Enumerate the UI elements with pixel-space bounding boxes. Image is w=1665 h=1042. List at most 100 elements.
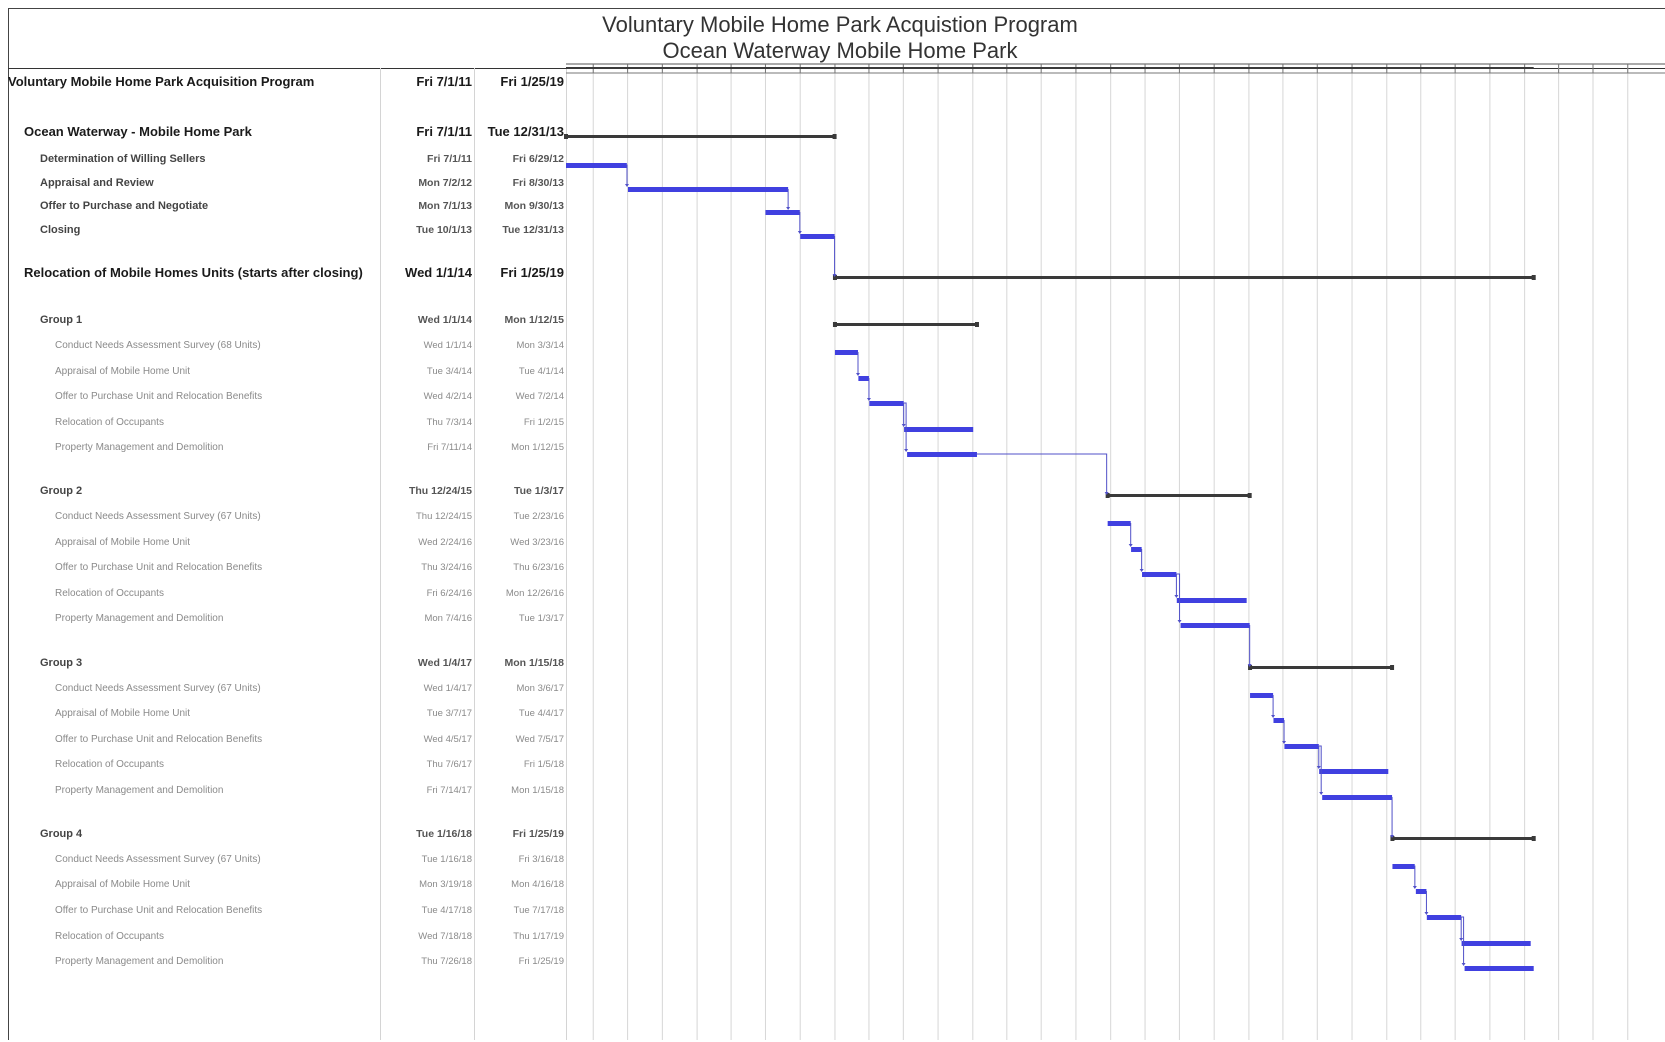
task-name: Group 3 (40, 657, 83, 669)
dependency-arrowhead (1174, 595, 1179, 598)
task-start: Tue 10/1/13 (416, 224, 472, 236)
task-finish: Fri 6/29/12 (512, 153, 564, 165)
summary-bar-end-cap (832, 134, 837, 139)
summary-bar-end-cap (1531, 836, 1536, 841)
task-start: Mon 7/2/12 (418, 177, 472, 189)
chart-subtitle: Ocean Waterway Mobile Home Park (662, 38, 1018, 63)
task-finish: Fri 1/25/19 (500, 265, 564, 280)
task-name: Group 1 (40, 314, 83, 326)
task-finish: Mon 1/15/18 (511, 785, 564, 796)
task-bar (1131, 547, 1142, 552)
task-name: Relocation of Occupants (55, 417, 164, 428)
task-name: Ocean Waterway - Mobile Home Park (24, 124, 252, 139)
task-start: Tue 1/16/18 (421, 854, 472, 865)
task-name: Offer to Purchase Unit and Relocation Be… (55, 734, 263, 745)
task-bar (627, 187, 789, 192)
task-name: Offer to Purchase Unit and Relocation Be… (55, 562, 263, 573)
dependency-arrowhead (1128, 544, 1133, 547)
task-name: Conduct Needs Assessment Survey (68 Unit… (55, 340, 261, 351)
task-finish: Mon 9/30/13 (504, 200, 564, 212)
dependency-arrowhead (1390, 835, 1395, 838)
task-start: Wed 1/1/14 (405, 265, 472, 280)
dependency-connector (903, 402, 907, 451)
task-finish: Tue 7/17/18 (513, 905, 564, 916)
task-finish: Mon 1/15/18 (504, 657, 564, 669)
task-finish: Tue 4/4/17 (518, 708, 564, 719)
task-name: Relocation of Occupants (55, 759, 164, 770)
dependency-arrowhead (1424, 912, 1429, 915)
task-start: Wed 1/1/14 (423, 340, 472, 351)
task-bar (1464, 966, 1534, 971)
dependency-connector (1461, 916, 1465, 965)
task-start: Mon 7/1/13 (418, 200, 472, 212)
task-bar (1250, 693, 1274, 698)
dependency-arrowhead (1104, 492, 1109, 495)
task-start: Wed 1/4/17 (423, 683, 472, 694)
task-start: Mon 7/4/16 (424, 613, 472, 624)
task-finish: Thu 1/17/19 (513, 931, 564, 942)
dependency-arrowhead (1316, 766, 1321, 769)
task-name: Closing (40, 224, 81, 236)
dependency-arrowhead (901, 424, 906, 427)
task-bar (1180, 623, 1250, 628)
dependency-arrowhead (1271, 715, 1276, 718)
task-start: Wed 7/18/18 (418, 931, 472, 942)
task-start: Thu 3/24/16 (421, 562, 472, 573)
summary-bar (1250, 666, 1393, 669)
dependency-arrowhead (1412, 886, 1417, 889)
task-bar (1107, 521, 1131, 526)
task-start: Fri 6/24/16 (426, 588, 472, 599)
summary-bar-start-cap (1105, 493, 1110, 498)
task-finish: Fri 8/30/13 (512, 177, 564, 189)
dependency-arrowhead (1461, 963, 1466, 966)
task-name: Conduct Needs Assessment Survey (67 Unit… (55, 683, 261, 694)
task-name: Group 2 (40, 485, 83, 497)
task-name: Property Management and Demolition (55, 956, 224, 967)
task-name: Group 4 (40, 828, 83, 840)
task-start: Fri 7/11/14 (427, 442, 472, 453)
task-name: Conduct Needs Assessment Survey (67 Unit… (55, 854, 261, 865)
task-start: Thu 7/26/18 (421, 956, 472, 967)
task-start: Wed 4/2/14 (423, 391, 472, 402)
task-finish: Fri 3/16/18 (518, 854, 564, 865)
task-finish: Mon 12/26/16 (505, 588, 564, 599)
task-finish: Fri 1/25/19 (512, 828, 564, 840)
task-name: Relocation of Occupants (55, 931, 164, 942)
task-finish: Fri 1/2/15 (523, 417, 564, 428)
task-start: Thu 7/3/14 (426, 417, 472, 428)
dependency-arrowhead (624, 184, 629, 187)
summary-bar-start-cap (832, 275, 837, 280)
task-start: Wed 2/24/16 (418, 537, 472, 548)
summary-bar (834, 323, 977, 326)
task-finish: Tue 4/1/14 (518, 366, 564, 377)
summary-bar (1392, 837, 1534, 840)
task-start: Fri 7/1/11 (427, 153, 472, 165)
summary-bar-end-cap (1531, 275, 1536, 280)
task-finish: Thu 6/23/16 (513, 562, 564, 573)
task-start: Fri 7/1/11 (416, 74, 472, 89)
summary-bar-start-cap (564, 134, 568, 139)
task-name: Appraisal of Mobile Home Unit (55, 366, 191, 377)
task-name: Property Management and Demolition (55, 785, 224, 796)
task-name: Appraisal and Review (40, 177, 154, 189)
dependency-arrowhead (1177, 620, 1182, 623)
task-bar (834, 350, 858, 355)
task-start: Fri 7/14/17 (426, 785, 472, 796)
chart-title: Voluntary Mobile Home Park Acquistion Pr… (602, 12, 1078, 37)
task-bar (869, 401, 904, 406)
summary-bar (566, 135, 835, 138)
summary-bar-end-cap (1247, 493, 1252, 498)
task-finish: Fri 1/25/19 (518, 956, 564, 967)
task-name: Appraisal of Mobile Home Unit (55, 708, 191, 719)
task-bar (1461, 941, 1531, 946)
task-bar (904, 427, 974, 432)
task-name: Determination of Willing Sellers (40, 153, 206, 165)
summary-bar-end-cap (974, 322, 979, 327)
dependency-arrowhead (1139, 569, 1144, 572)
task-bar (800, 234, 835, 239)
task-start: Tue 1/16/18 (416, 828, 472, 840)
dependency-arrowhead (1319, 792, 1324, 795)
task-bar (907, 452, 977, 457)
task-start: Tue 3/7/17 (426, 708, 472, 719)
